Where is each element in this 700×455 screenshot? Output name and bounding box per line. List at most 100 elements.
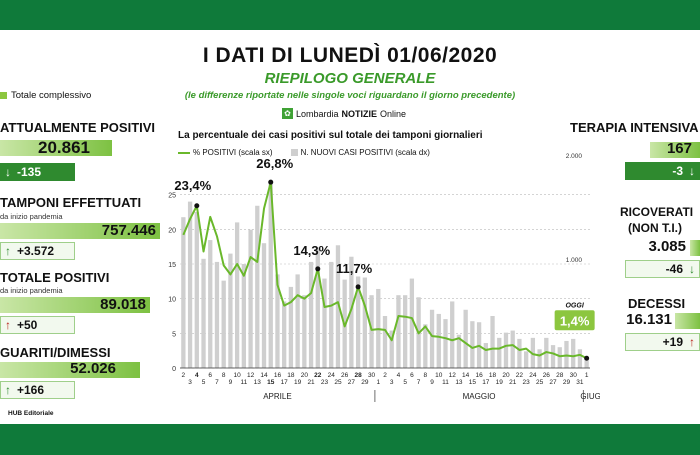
- x-tick-label: 4: [195, 372, 199, 379]
- bar-new-cases: [389, 330, 394, 368]
- x-tick-label: 11: [442, 379, 449, 386]
- x-tick-label: 2: [182, 372, 186, 379]
- bar-new-cases: [382, 316, 388, 368]
- bar-new-cases: [369, 295, 374, 368]
- page-subtitle: RIEPILOGO GENERALE: [264, 70, 436, 87]
- positivi-delta: ↓ -135: [0, 163, 75, 181]
- positivi-bar: [0, 140, 112, 156]
- bar-new-cases: [517, 338, 522, 368]
- legend-total: Totale complessivo: [0, 90, 91, 101]
- x-tick-label: 14: [462, 372, 470, 379]
- x-tick-label: 28: [556, 372, 564, 379]
- annotation-point: [584, 355, 590, 361]
- brand-prefix: Lombardia: [296, 108, 339, 119]
- today-label: OGGI: [565, 302, 584, 309]
- bar-new-cases: [268, 180, 273, 368]
- y-tick-label: 25: [168, 193, 176, 200]
- terapia-value: 167: [666, 140, 692, 157]
- annotation-point: [268, 179, 274, 185]
- x-tick-label: 26: [341, 372, 349, 379]
- totale-delta-value: +50: [17, 318, 38, 332]
- x-tick-label: 20: [502, 372, 510, 379]
- bar-new-cases: [577, 349, 583, 368]
- x-tick-label: 23: [523, 379, 531, 386]
- positivi-delta-value: -135: [17, 165, 42, 179]
- bar-new-cases: [429, 309, 435, 368]
- positivi-value: 20.861: [38, 138, 90, 157]
- x-tick-label: 25: [334, 379, 342, 386]
- page-note: (le differenze riportate nelle singole v…: [184, 90, 516, 101]
- x-tick-label: 10: [234, 372, 242, 379]
- x-tick-label: 21: [307, 379, 315, 386]
- x-tick-label: 8: [222, 372, 226, 379]
- x-tick-label: 16: [274, 372, 282, 379]
- top-band: [0, 0, 700, 30]
- bar-new-cases: [503, 332, 509, 368]
- ricoverati-value: 3.085: [648, 238, 686, 255]
- y-tick-label: 10: [168, 297, 176, 304]
- guariti-delta: ↑ +166: [0, 381, 75, 399]
- x-tick-label: 16: [475, 372, 483, 379]
- guariti-label: GUARITI/DIMESSI: [0, 345, 111, 360]
- positivi-label: ATTUALMENTE POSITIVI: [0, 120, 156, 135]
- terapia-bar: [650, 142, 700, 158]
- bar-new-cases: [181, 217, 186, 368]
- decessi-value: 16.131: [626, 311, 672, 328]
- x-tick-label: 20: [301, 372, 309, 379]
- bar-new-cases: [510, 330, 515, 368]
- bar-new-cases: [409, 278, 415, 368]
- brand-logo: ✿ Lombardia NOTIZIE Online: [282, 108, 406, 119]
- bar-new-cases: [470, 321, 475, 368]
- x-tick-label: 22: [516, 372, 524, 379]
- guariti-bar: [0, 362, 140, 378]
- x-tick-label: 26: [543, 372, 551, 379]
- x-tick-label: 24: [328, 372, 336, 379]
- bar-new-cases: [423, 324, 428, 368]
- legend-line-label: % POSITIVI (scala sx): [193, 148, 273, 157]
- legend-line: % POSITIVI (scala sx): [178, 148, 273, 157]
- ricoverati-delta-value: -46: [665, 262, 683, 276]
- bar-new-cases: [228, 253, 233, 368]
- bar-new-cases: [490, 316, 495, 368]
- terapia-label: TERAPIA INTENSIVA: [570, 120, 699, 135]
- x-tick-label: 2: [383, 372, 387, 379]
- legend-bars: N. NUOVI CASI POSITIVI (scala dx): [290, 148, 430, 157]
- x-tick-label: 1: [585, 372, 589, 379]
- guariti-delta-value: +166: [17, 383, 45, 397]
- x-tick-label: 15: [469, 379, 477, 386]
- annotation-label: 26,8%: [256, 156, 293, 171]
- bar-new-cases: [234, 222, 240, 368]
- x-tick-label: 30: [570, 372, 578, 379]
- x-tick-label: 19: [496, 379, 504, 386]
- brand-icon: ✿: [282, 108, 293, 119]
- x-tick-label: 13: [455, 379, 463, 386]
- bottom-band: [0, 424, 700, 455]
- annotation-point: [355, 284, 361, 290]
- ricoverati-delta: -46 ↓: [625, 260, 700, 278]
- tamponi-sub: da inizio pandemia: [0, 212, 63, 221]
- bar-new-cases: [571, 338, 576, 368]
- decessi-delta-value: +19: [662, 335, 683, 349]
- legend-total-swatch: [0, 92, 7, 99]
- bar-new-cases: [396, 295, 401, 368]
- month-label: APRILE: [263, 392, 291, 401]
- tamponi-delta: ↑ +3.572: [0, 242, 75, 260]
- bar-new-cases: [261, 243, 267, 368]
- bar-new-cases: [403, 295, 408, 368]
- x-tick-label: 7: [215, 379, 219, 386]
- totale-value: 89.018: [100, 296, 146, 313]
- legend-bar-swatch: [290, 149, 298, 157]
- x-tick-label: 22: [314, 372, 322, 379]
- bar-new-cases: [295, 274, 300, 368]
- ricoverati-bar: [690, 240, 700, 256]
- bar-new-cases: [456, 334, 462, 368]
- tamponi-bar: [0, 223, 160, 239]
- x-tick-label: 28: [354, 372, 362, 379]
- bar-new-cases: [564, 340, 569, 368]
- bar-new-cases: [255, 205, 260, 368]
- bar-new-cases: [557, 347, 562, 368]
- bar-new-cases: [248, 229, 253, 368]
- x-tick-label: 9: [430, 379, 434, 386]
- bar-new-cases: [282, 301, 287, 368]
- bar-new-cases: [450, 301, 455, 368]
